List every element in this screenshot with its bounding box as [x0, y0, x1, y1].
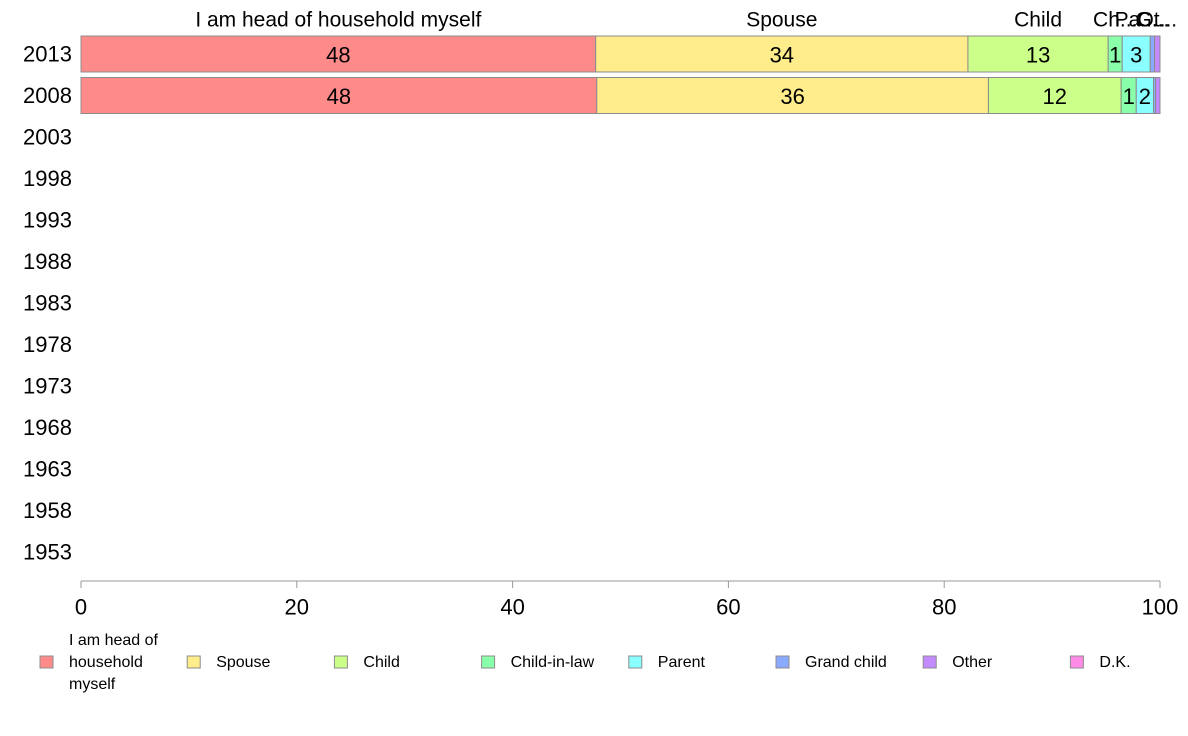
data-label-2013-child: 13	[1026, 43, 1050, 68]
legend-item-other: Other	[922, 654, 993, 671]
data-label-2008-child-in-law: 1	[1123, 84, 1135, 109]
legend: I am head of household myself Spouse Child Ch…	[39, 632, 1131, 693]
data-label-2008-child: 12	[1043, 84, 1067, 109]
x-tick-label-100: 100	[1142, 595, 1179, 620]
legend-item-child-in-law: Child-in-law	[481, 654, 595, 671]
bar-2013-grand-child	[1149, 35, 1156, 73]
legend-swatch-other	[922, 655, 937, 669]
legend-swatch-child-in-law	[481, 655, 496, 669]
y-tick-label-1998: 1998	[23, 166, 72, 191]
legend-item-spouse: Spouse	[186, 654, 271, 671]
legend-item-child: Child	[333, 654, 400, 671]
data-label-2008-i-am-head-of-household-myself: 48	[327, 84, 351, 109]
y-tick-label-2013: 2013	[23, 42, 72, 67]
legend-label-grand-child: Grand child	[805, 654, 887, 671]
bar-2008-spouse	[596, 77, 989, 114]
series-header-spouse: Spouse	[746, 9, 817, 32]
legend-label-other: Other	[952, 654, 993, 671]
x-tick-label-60: 60	[716, 595, 740, 620]
legend-label-d-k: D.K.	[1099, 654, 1130, 671]
bar-2013-child	[967, 35, 1109, 73]
bar-2013-other	[1154, 35, 1161, 73]
y-tick-label-1993: 1993	[23, 208, 72, 233]
y-tick-label-1978: 1978	[23, 332, 72, 357]
x-tick-label-40: 40	[500, 595, 524, 620]
legend-swatch-grand-child	[775, 655, 790, 669]
legend-item-d-k: D.K.	[1069, 654, 1131, 671]
data-label-2013-i-am-head-of-household-myself: 48	[326, 43, 350, 68]
legend-swatch-parent	[628, 655, 643, 669]
y-tick-label-1953: 1953	[23, 540, 72, 565]
legend-label-child-in-law: Child-in-law	[511, 654, 595, 671]
legend-swatch-spouse	[186, 655, 201, 669]
y-tick-label-1958: 1958	[23, 498, 72, 523]
y-axis-labels: 2013 2008 2003 1998 1993 1988 1983 1978 1973 1968…	[23, 42, 72, 565]
series-header-child-in-law: Ch...	[1093, 9, 1137, 32]
legend-label-parent: Parent	[658, 654, 706, 671]
series-header-labels: I am head of household myself Spouse Child…	[195, 9, 1177, 32]
series-header-other: Ot...	[1137, 9, 1177, 32]
data-label-2008-spouse: 36	[780, 84, 804, 109]
series-header-grand-child: G...	[1136, 9, 1170, 32]
legend-item-grand-child: Grand child	[775, 654, 887, 671]
y-tick-label-1968: 1968	[23, 415, 72, 440]
y-tick-label-1963: 1963	[23, 457, 72, 482]
series-header-i-am-head-of-household-myself: I am head of household myself	[195, 9, 481, 32]
bar-2008-other	[1155, 77, 1161, 114]
bar-2008-child	[987, 77, 1122, 114]
x-axis: 0 20 40 60 80 100	[75, 580, 1179, 620]
y-tick-label-2003: 2003	[23, 125, 72, 150]
series-header-child: Child	[1014, 9, 1062, 32]
data-label-2013-child-in-law: 1	[1109, 43, 1121, 68]
bar-2013-i-am-head-of-household-myself	[80, 35, 597, 73]
legend-item-parent: Parent	[628, 654, 706, 671]
legend-swatch-d-k	[1069, 655, 1084, 669]
legend-swatch-i-am-head-of-household-myself	[39, 655, 54, 669]
x-tick-label-0: 0	[75, 595, 87, 620]
bar-2013-spouse	[595, 35, 969, 73]
x-tick-label-20: 20	[285, 595, 309, 620]
series-header-parent: Pa...	[1115, 9, 1158, 32]
x-tick-label-80: 80	[932, 595, 956, 620]
y-tick-label-2008: 2008	[23, 83, 72, 108]
legend-label-i-am-head-of-household-myself: I am head of household myself	[69, 632, 159, 693]
data-label-2013-parent: 3	[1130, 43, 1142, 68]
legend-label-child: Child	[363, 654, 399, 671]
legend-item-i-am-head-of-household-myself: I am head of household myself	[39, 632, 159, 693]
y-tick-label-1973: 1973	[23, 374, 72, 399]
legend-label-spouse: Spouse	[216, 654, 270, 671]
data-label-2013-spouse: 34	[770, 43, 794, 68]
data-label-2008-parent: 2	[1139, 84, 1151, 109]
y-tick-label-1983: 1983	[23, 291, 72, 316]
y-tick-label-1988: 1988	[23, 249, 72, 274]
bar-area: 48 34 13 1 348 36 12 1 2	[80, 35, 1161, 114]
legend-swatch-child	[333, 655, 348, 669]
